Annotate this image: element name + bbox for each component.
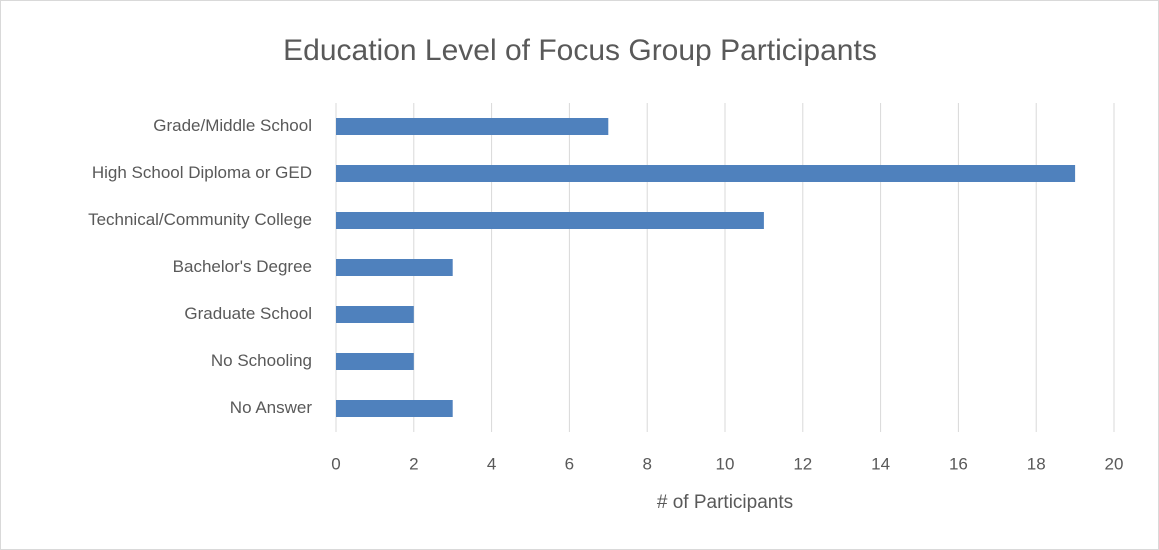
bar xyxy=(336,118,609,135)
y-tick-label: Grade/Middle School xyxy=(153,116,312,135)
y-tick-label: Bachelor's Degree xyxy=(173,257,312,276)
x-tick-label: 18 xyxy=(1027,454,1046,473)
x-tick-label: 8 xyxy=(642,454,651,473)
bar xyxy=(336,212,764,229)
x-tick-label: 2 xyxy=(409,454,418,473)
x-tick-label: 12 xyxy=(793,454,812,473)
y-tick-label: High School Diploma or GED xyxy=(92,163,312,182)
x-tick-label: 0 xyxy=(331,454,340,473)
y-tick-label: Graduate School xyxy=(184,304,312,323)
chart-title: Education Level of Focus Group Participa… xyxy=(283,34,877,67)
x-axis-title: # of Participants xyxy=(657,492,793,513)
x-tick-label: 20 xyxy=(1105,454,1124,473)
x-tick-label: 10 xyxy=(716,454,735,473)
y-tick-label: Technical/Community College xyxy=(88,210,312,229)
bar xyxy=(336,259,453,276)
y-tick-label: No Answer xyxy=(230,398,313,417)
x-tick-label: 16 xyxy=(949,454,968,473)
bar xyxy=(336,165,1076,182)
x-tick-label: 14 xyxy=(871,454,890,473)
x-tick-label: 6 xyxy=(565,454,574,473)
bar xyxy=(336,306,414,323)
bar xyxy=(336,400,453,417)
bar xyxy=(336,353,414,370)
y-tick-label: No Schooling xyxy=(211,351,312,370)
x-tick-label: 4 xyxy=(487,454,496,473)
